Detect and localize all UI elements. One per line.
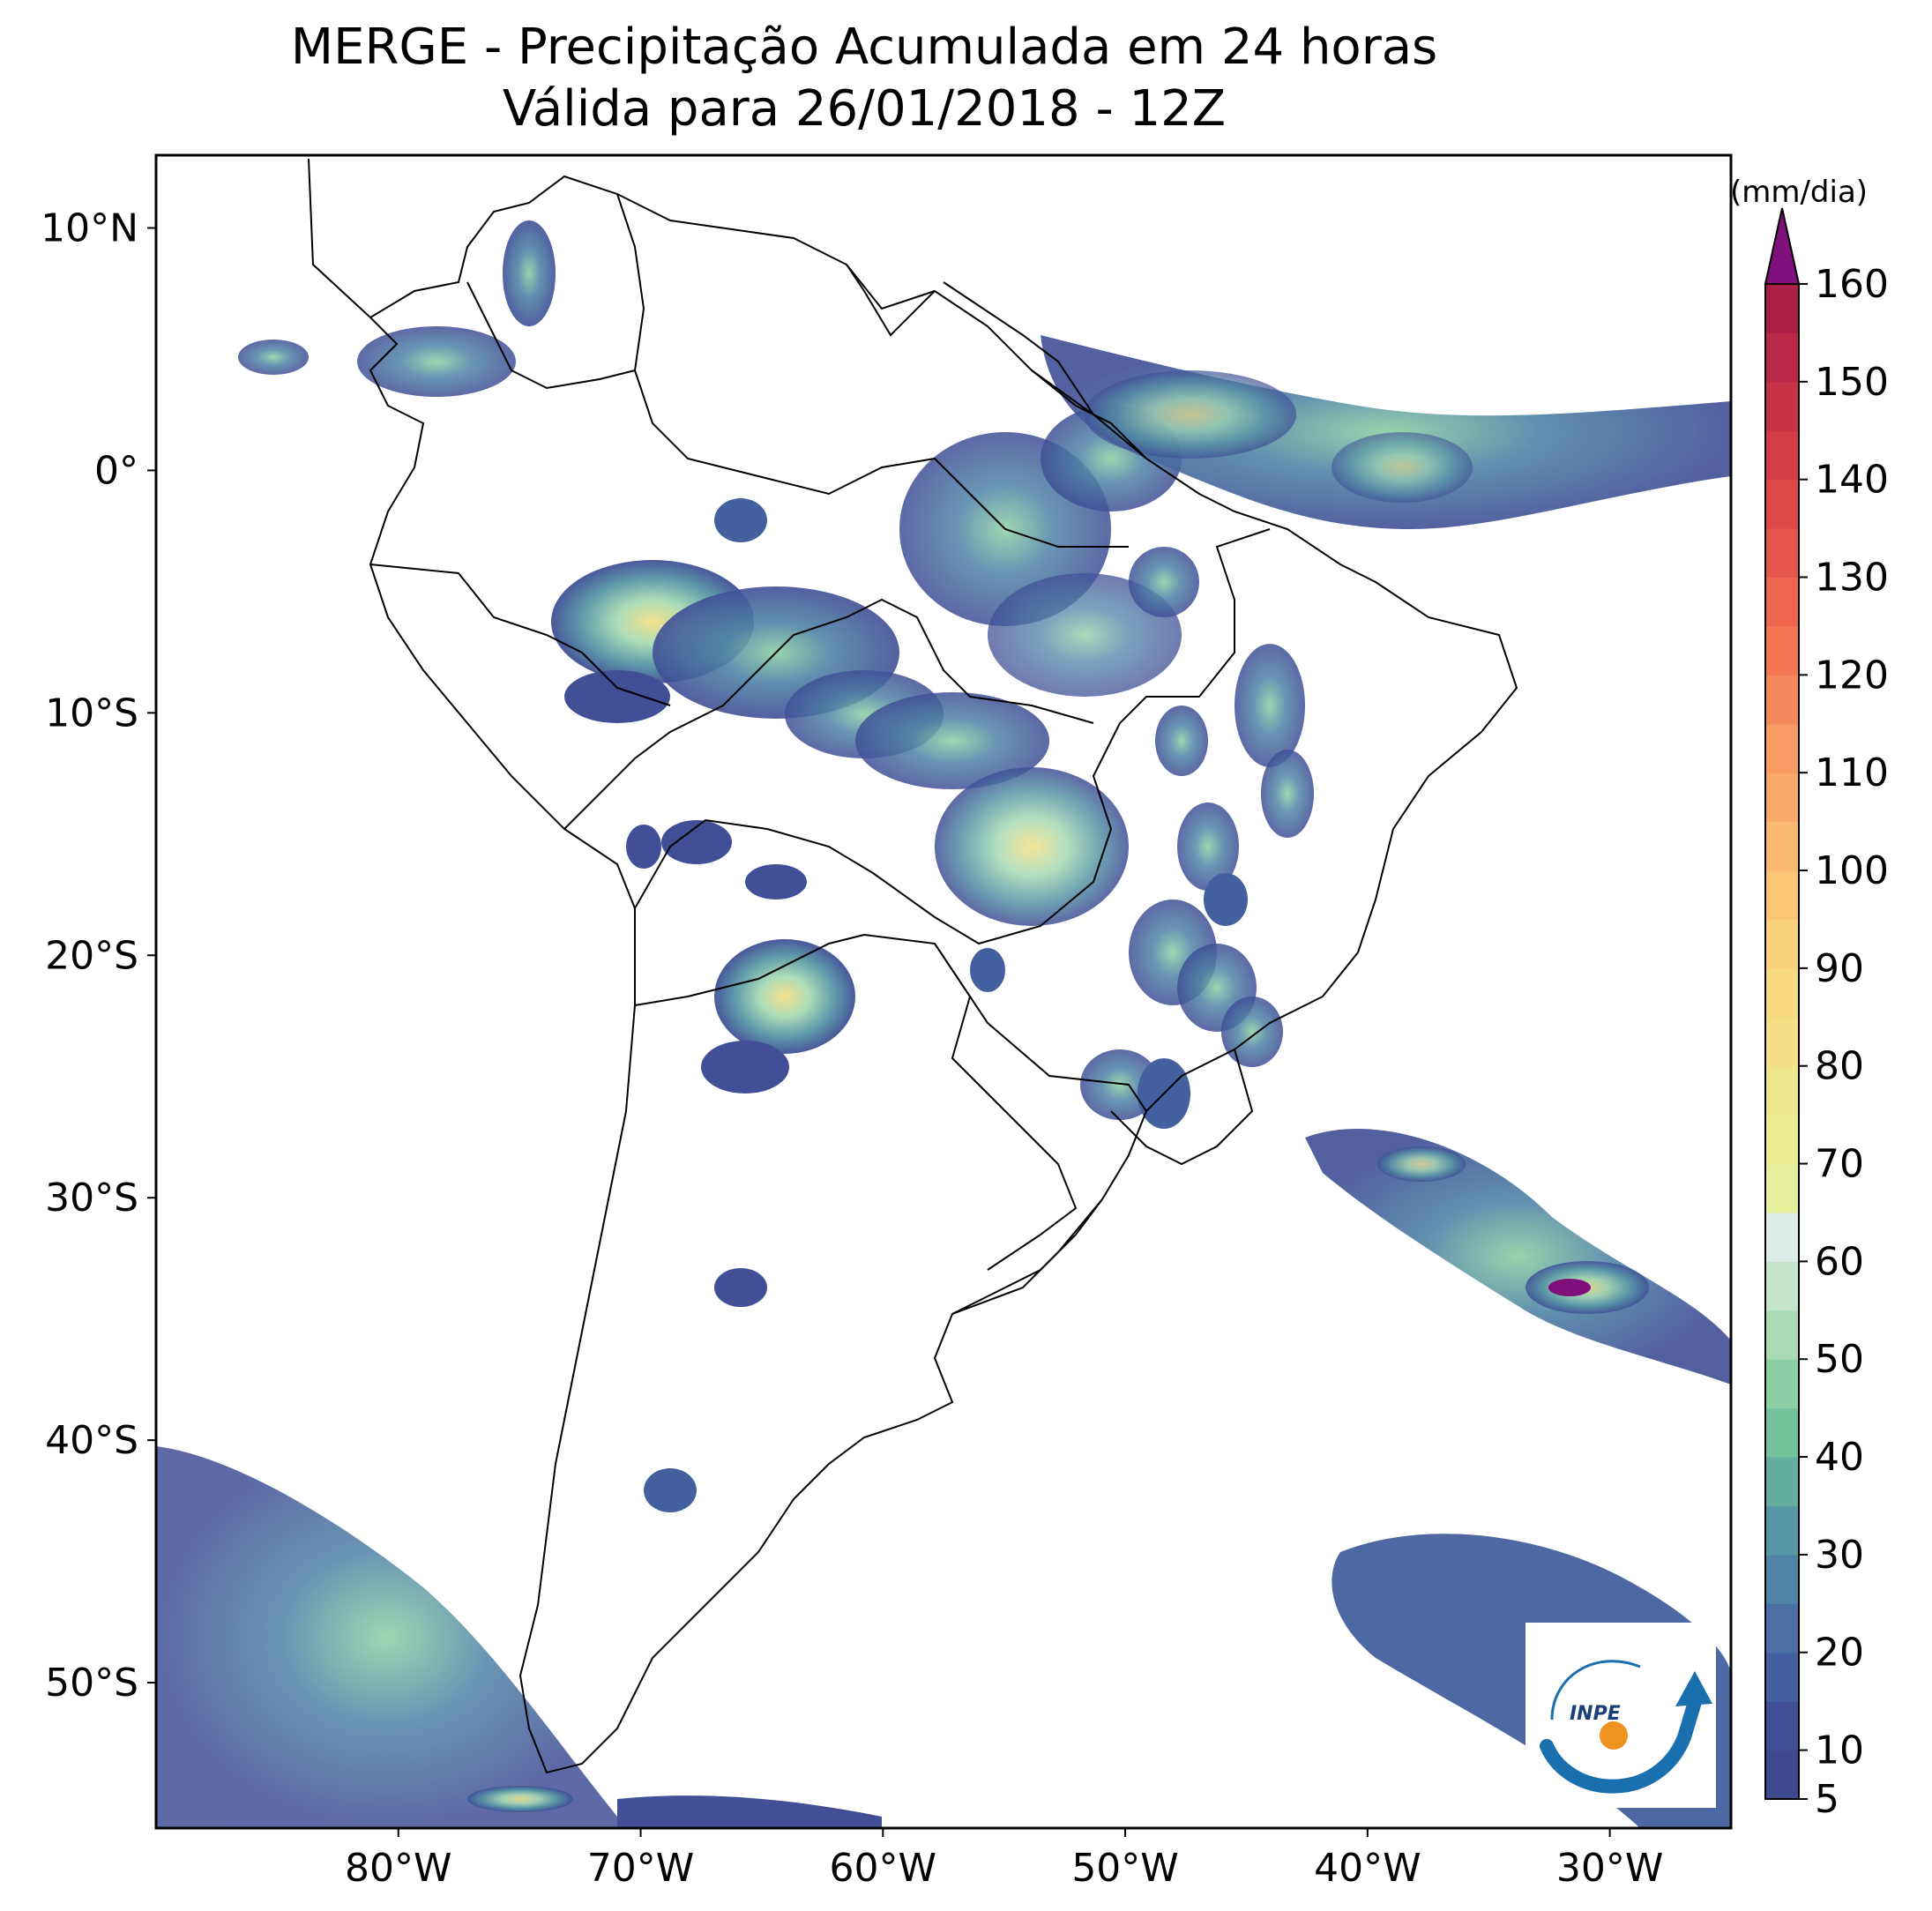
lat-tick-label-4: 30°S bbox=[45, 1176, 138, 1221]
colorbar-tick-label-9: 90 bbox=[1815, 946, 1864, 991]
colorbar-bin-10 bbox=[1765, 1261, 1799, 1311]
colorbar-bin-13 bbox=[1765, 1115, 1799, 1165]
lon-tick-label-4: 40°W bbox=[1314, 1846, 1421, 1891]
colorbar-bin-15 bbox=[1765, 1017, 1799, 1067]
colorbar-unit-label: (mm/dia) bbox=[1730, 175, 1868, 210]
logo-arrow-icon bbox=[1675, 1671, 1712, 1706]
colorbar-tick-label-2: 20 bbox=[1815, 1631, 1864, 1676]
colorbar-tick-label-0: 5 bbox=[1815, 1777, 1839, 1822]
colorbar-bin-12 bbox=[1765, 1163, 1799, 1213]
colorbar-bin-27 bbox=[1765, 430, 1799, 481]
colorbar-tick-label-11: 110 bbox=[1815, 750, 1889, 795]
longitude-axis: 80°W 70°W 60°W 50°W 40°W 30°W bbox=[345, 1828, 1663, 1891]
latitude-axis: 10°N 0° 10°S 20°S 30°S 40°S 50°S bbox=[41, 205, 156, 1706]
colorbar-bin-19 bbox=[1765, 821, 1799, 871]
colorbar-frame bbox=[1764, 283, 1800, 1800]
colorbar-tick-label-8: 80 bbox=[1815, 1044, 1864, 1089]
colorbar-tick-label-12: 120 bbox=[1815, 653, 1889, 698]
lat-tick-label-3: 20°S bbox=[45, 933, 138, 978]
colorbar: 510 20 30 40 50 60 70 80 90 100 110 120 130 140 150 160 bbox=[1764, 207, 1889, 1822]
logo-dot-icon bbox=[1600, 1721, 1628, 1750]
colorbar-bin-4 bbox=[1765, 1554, 1799, 1604]
colorbar-bin-16 bbox=[1765, 967, 1799, 1018]
colorbar-tick-label-6: 60 bbox=[1815, 1239, 1864, 1284]
colorbar-bin-14 bbox=[1765, 1065, 1799, 1116]
precipitation-field bbox=[156, 220, 1731, 1828]
lat-tick-label-0: 10°N bbox=[41, 205, 138, 250]
lat-tick-label-2: 10°S bbox=[45, 690, 138, 735]
lon-tick-label-5: 30°W bbox=[1556, 1846, 1664, 1891]
inpe-logo: INPE bbox=[1525, 1623, 1716, 1808]
colorbar-bin-30 bbox=[1765, 284, 1799, 333]
colorbar-bin-24 bbox=[1765, 577, 1799, 627]
colorbar-bin-8 bbox=[1765, 1359, 1799, 1409]
colorbar-bin-1 bbox=[1765, 1701, 1799, 1751]
lat-tick-label-5: 40°S bbox=[45, 1418, 138, 1463]
colorbar-tick-label-4: 40 bbox=[1815, 1435, 1864, 1480]
colorbar-tick-label-5: 50 bbox=[1815, 1337, 1864, 1382]
colorbar-bin-5 bbox=[1765, 1505, 1799, 1556]
map-frame bbox=[154, 153, 1733, 1830]
colorbar-bin-26 bbox=[1765, 479, 1799, 529]
colorbar-bin-23 bbox=[1765, 625, 1799, 676]
colorbar-tick-label-14: 140 bbox=[1815, 458, 1889, 503]
country-borders bbox=[308, 158, 1518, 1774]
colorbar-tick-label-7: 70 bbox=[1815, 1142, 1864, 1187]
map-title: MERGE - Precipitação Acumulada em 24 hor… bbox=[290, 19, 1438, 76]
colorbar-bin-25 bbox=[1765, 528, 1799, 579]
colorbar-bin-22 bbox=[1765, 675, 1799, 725]
map-subtitle: Válida para 26/01/2018 - 12Z bbox=[502, 80, 1227, 138]
colorbar-bin-9 bbox=[1765, 1310, 1799, 1360]
colorbar-bin-0 bbox=[1765, 1750, 1799, 1800]
colorbar-tick-label-16: 160 bbox=[1815, 262, 1889, 307]
lat-tick-label-6: 50°S bbox=[45, 1661, 138, 1706]
lat-tick-label-1: 0° bbox=[94, 448, 138, 493]
colorbar-bin-28 bbox=[1765, 381, 1799, 431]
colorbar-bin-11 bbox=[1765, 1212, 1799, 1262]
colorbar-bin-6 bbox=[1765, 1457, 1799, 1506]
colorbar-bin-18 bbox=[1765, 870, 1799, 920]
lon-tick-label-1: 70°W bbox=[587, 1846, 695, 1891]
logo-text: INPE bbox=[1570, 1703, 1621, 1725]
colorbar-bin-2 bbox=[1765, 1652, 1799, 1702]
colorbar-tick-label-13: 130 bbox=[1815, 556, 1889, 601]
colorbar-tick-label-3: 30 bbox=[1815, 1533, 1864, 1578]
lon-tick-label-0: 80°W bbox=[345, 1846, 452, 1891]
colorbar-bin-21 bbox=[1765, 723, 1799, 773]
lon-tick-label-2: 60°W bbox=[830, 1846, 937, 1891]
colorbar-bin-17 bbox=[1765, 919, 1799, 969]
colorbar-tick-label-1: 10 bbox=[1815, 1728, 1864, 1773]
colorbar-bin-3 bbox=[1765, 1603, 1799, 1653]
lon-tick-label-3: 50°W bbox=[1071, 1846, 1179, 1891]
colorbar-bin-7 bbox=[1765, 1407, 1799, 1458]
colorbar-extend-arrow bbox=[1764, 207, 1801, 285]
colorbar-bin-20 bbox=[1765, 773, 1799, 823]
logo-orbit-icon bbox=[1550, 1660, 1641, 1721]
logo-arc-icon bbox=[1540, 1695, 1702, 1794]
colorbar-bin-29 bbox=[1765, 332, 1799, 383]
colorbar-tick-label-15: 150 bbox=[1815, 360, 1889, 405]
colorbar-tick-label-10: 100 bbox=[1815, 848, 1889, 893]
